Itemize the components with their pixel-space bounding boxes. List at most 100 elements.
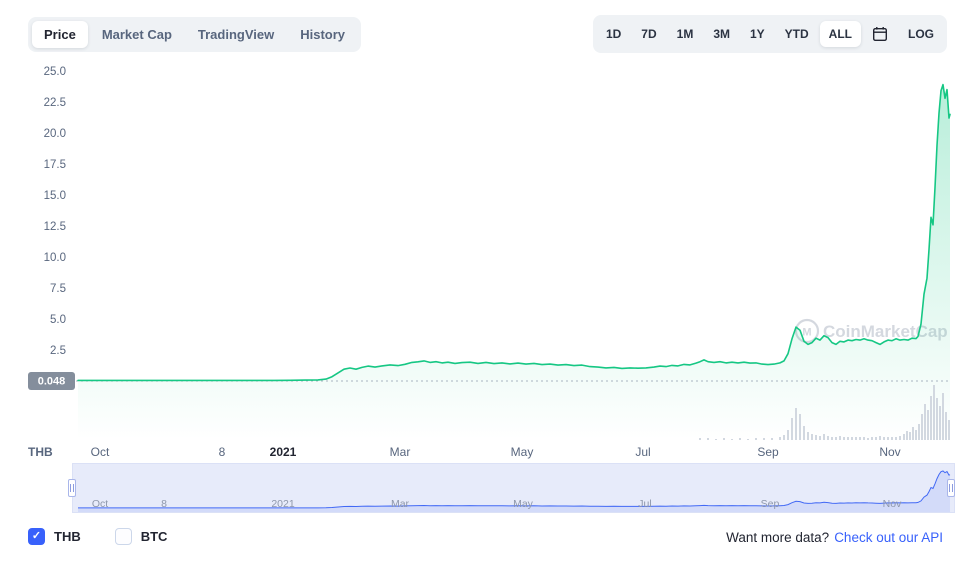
volume-bar: [903, 434, 905, 440]
volume-bar: [948, 420, 950, 440]
volume-bar: [915, 430, 917, 440]
y-tick-label: 17.5: [44, 159, 66, 171]
y-tick-label: 20.0: [44, 128, 66, 140]
volume-bar: [811, 434, 813, 440]
timeframe-7d[interactable]: 7D: [632, 21, 665, 47]
tab-market-cap[interactable]: Market Cap: [90, 21, 184, 48]
volume-bar: [871, 437, 873, 440]
volume-bar: [899, 436, 901, 440]
price-area: [78, 84, 950, 440]
volume-bar: [715, 439, 717, 440]
current-price-badge: [28, 372, 75, 390]
volume-bar: [739, 438, 741, 440]
tab-price[interactable]: Price: [32, 21, 88, 48]
calendar-button[interactable]: [863, 19, 897, 49]
x-axis-label: 8: [219, 445, 226, 459]
thb-checkbox[interactable]: ✓: [28, 528, 45, 545]
grip-icon: [70, 484, 74, 492]
volume-bar: [927, 410, 929, 440]
x-axis-label: Sep: [757, 445, 779, 459]
currency-toggle-btc[interactable]: BTC: [114, 528, 168, 545]
volume-bar: [771, 438, 773, 440]
tab-tradingview[interactable]: TradingView: [186, 21, 286, 48]
timeframe-1d[interactable]: 1D: [597, 21, 630, 47]
volume-bar: [747, 439, 749, 440]
timeframe-1y[interactable]: 1Y: [741, 21, 774, 47]
x-axis-label: 2021: [270, 445, 297, 459]
timeframe-3m[interactable]: 3M: [704, 21, 739, 47]
chart-navigator[interactable]: [72, 463, 955, 513]
watermark-logo-letter: M: [802, 327, 811, 339]
volume-bar: [763, 438, 765, 440]
volume-bar: [883, 437, 885, 440]
currency-axis-label: THB: [28, 445, 53, 459]
log-scale-toggle[interactable]: LOG: [899, 21, 943, 47]
current-price-badge-label: 0.048: [38, 376, 66, 388]
volume-bar: [799, 414, 801, 440]
volume-bar: [933, 385, 935, 440]
volume-bar: [795, 408, 797, 440]
y-tick-label: 10.0: [44, 252, 66, 264]
y-tick-label: 15.0: [44, 190, 66, 202]
api-promo: Want more data? Check out our API: [726, 530, 943, 545]
volume-bar: [731, 439, 733, 440]
timeframe-1m[interactable]: 1M: [668, 21, 703, 47]
volume-bar: [843, 437, 845, 440]
x-axis-label: May: [511, 445, 534, 459]
volume-bar: [863, 437, 865, 440]
chart-view-toggle: Price Market Cap TradingView History: [28, 17, 362, 52]
timeframe-ytd[interactable]: YTD: [776, 21, 818, 47]
volume-bar: [787, 430, 789, 440]
volume-bar: [909, 432, 911, 440]
volume-bar: [921, 414, 923, 440]
volume-bar: [891, 437, 893, 440]
volume-bar: [912, 427, 914, 440]
volume-bar: [875, 437, 877, 440]
volume-bar: [779, 437, 781, 440]
coinmarketcap-watermark: M CoinMarketCap: [794, 318, 948, 344]
volume-bar: [867, 438, 869, 440]
volume-bar: [895, 437, 897, 440]
volume-bar: [815, 435, 817, 440]
x-axis-label: Mar: [390, 445, 411, 459]
volume-bar: [807, 432, 809, 440]
volume-bar: [859, 437, 861, 440]
y-tick-label: 7.5: [50, 283, 66, 295]
navigator-left-handle[interactable]: [68, 479, 76, 497]
y-tick-label: 5.0: [50, 314, 66, 326]
volume-bar: [936, 398, 938, 440]
x-axis-label: Jul: [635, 445, 650, 459]
currency-toggle-thb[interactable]: ✓ THB: [28, 528, 81, 545]
volume-bar: [839, 436, 841, 440]
volume-bars: [699, 385, 950, 440]
check-icon: ✓: [31, 530, 42, 542]
timeframe-toggle: 1D 7D 1M 3M 1Y YTD ALL LOG: [592, 15, 947, 53]
volume-bar: [851, 437, 853, 440]
y-tick-label: 22.5: [44, 97, 66, 109]
currency-legend: ✓ THB BTC: [28, 528, 167, 545]
x-axis-label: Oct: [91, 445, 110, 459]
volume-bar: [819, 436, 821, 440]
btc-label: BTC: [140, 529, 168, 544]
calendar-icon: [873, 27, 888, 42]
volume-bar: [827, 436, 829, 440]
navigator-right-handle[interactable]: [947, 479, 955, 497]
volume-bar: [942, 393, 944, 440]
watermark-text: CoinMarketCap: [823, 322, 948, 341]
x-axis-label: Nov: [879, 445, 900, 459]
btc-checkbox[interactable]: [114, 528, 132, 545]
volume-bar: [723, 438, 725, 440]
y-tick-label: 12.5: [44, 221, 66, 233]
volume-bar: [924, 404, 926, 440]
tab-history[interactable]: History: [288, 21, 357, 48]
api-link[interactable]: Check out our API: [834, 530, 943, 545]
volume-bar: [835, 437, 837, 440]
volume-bar: [699, 438, 701, 440]
volume-bar: [791, 418, 793, 440]
volume-bar: [906, 431, 908, 440]
volume-bar: [847, 437, 849, 440]
y-tick-label: 2.5: [50, 345, 66, 357]
volume-bar: [930, 396, 932, 440]
volume-bar: [855, 437, 857, 440]
timeframe-all[interactable]: ALL: [819, 21, 861, 47]
